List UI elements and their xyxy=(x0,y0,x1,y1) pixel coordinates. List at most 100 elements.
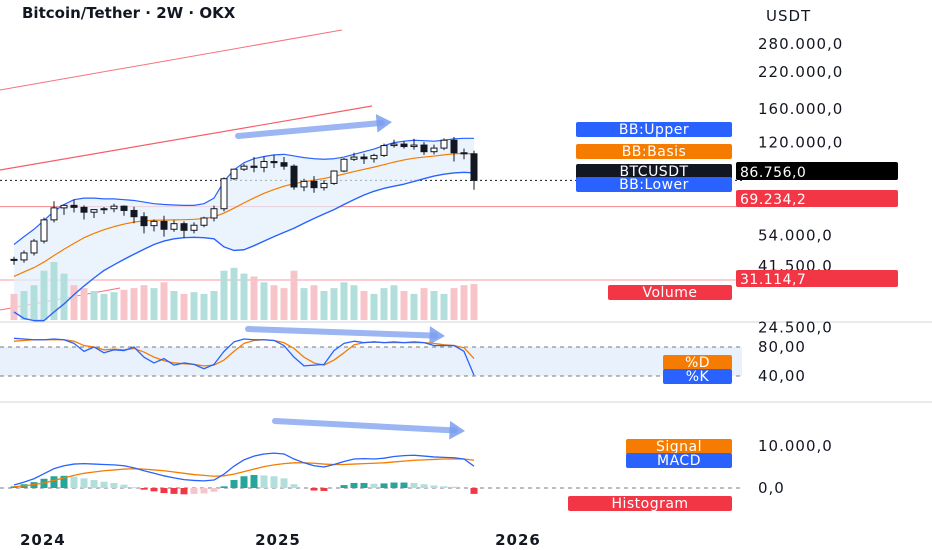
volume-bar xyxy=(60,273,68,320)
price-axis-tick: 160.000,0 xyxy=(758,100,843,118)
volume-bar xyxy=(270,285,278,320)
histogram-bar xyxy=(470,488,478,494)
histogram-bar xyxy=(10,486,18,488)
histogram-bar xyxy=(370,483,378,488)
candle-body xyxy=(170,223,178,230)
volume-bar xyxy=(360,291,368,320)
divergence-arrow-stochastic xyxy=(245,326,445,345)
tag-level-volume-label: 31.114,7 xyxy=(740,272,806,288)
time-axis-tick: 2026 xyxy=(495,531,541,549)
price-axis-tick: 220.000,0 xyxy=(758,63,843,81)
trend-line-upper xyxy=(0,29,343,91)
histogram-bar xyxy=(450,486,458,488)
divergence-arrow-macd-shaft xyxy=(272,418,458,434)
stochastic-axis-tick: 80,00 xyxy=(758,338,806,356)
candle-body xyxy=(120,205,128,211)
volume-bar xyxy=(370,293,378,320)
bb-basis-line xyxy=(13,152,475,278)
time-axis-tick: 2024 xyxy=(20,531,66,549)
histogram-bar xyxy=(200,488,208,494)
volume-bar xyxy=(400,291,408,320)
histogram-bar xyxy=(220,486,228,488)
candle-body xyxy=(370,154,378,160)
volume-bar xyxy=(140,285,148,320)
macd-axis-tick: 10.000,0 xyxy=(758,437,833,455)
candle-body xyxy=(150,220,158,227)
histogram-bar xyxy=(410,482,418,488)
volume-bar xyxy=(200,293,208,320)
tag-level-volume-bg xyxy=(736,270,898,287)
candle-body xyxy=(420,144,428,153)
candle-body xyxy=(220,178,228,210)
tag-symbol-label: BTCUSDT xyxy=(619,164,688,180)
volume-bar xyxy=(260,282,268,320)
tag-histogram-bg xyxy=(568,496,732,511)
volume-bar xyxy=(350,285,358,320)
stochastic-band xyxy=(0,347,742,376)
candle-body xyxy=(470,153,478,181)
volume-bar xyxy=(300,288,308,320)
candle-body xyxy=(190,224,198,231)
histogram-bar xyxy=(140,488,148,490)
candle-body xyxy=(330,170,338,184)
volume-bar xyxy=(20,291,28,320)
histogram-bar xyxy=(110,482,118,488)
candle-body xyxy=(260,161,268,168)
candle-body xyxy=(50,207,58,221)
tag-stochastic-d-bg xyxy=(663,355,732,370)
histogram-bar xyxy=(380,483,388,488)
tag-macd: MACD xyxy=(626,453,732,469)
histogram-bar xyxy=(360,482,368,488)
volume-bar xyxy=(330,288,338,320)
divergence-arrow-price xyxy=(235,114,392,139)
candle-body xyxy=(200,217,208,226)
candle-body xyxy=(270,161,278,164)
histogram-bar xyxy=(160,488,168,494)
volume-bar xyxy=(280,288,288,320)
volume-bar xyxy=(90,291,98,320)
tag-signal-bg xyxy=(626,439,732,454)
tag-last-price-label: 86.756,0 xyxy=(740,165,806,181)
histogram-bar xyxy=(340,485,348,488)
candle-body xyxy=(140,216,148,227)
tag-symbol: BTCUSDT xyxy=(576,164,732,180)
stochastic-axis-tick: 40,00 xyxy=(758,367,806,385)
tag-macd-label: MACD xyxy=(657,453,701,469)
volume-bar xyxy=(30,285,38,320)
histogram-bar xyxy=(280,478,288,488)
currency-label: USDT xyxy=(766,7,811,25)
volume-bar xyxy=(390,285,398,320)
volume-bar xyxy=(190,292,198,320)
tag-stochastic-k-label: %K xyxy=(686,369,710,385)
volume-bar xyxy=(80,288,88,320)
chart-title: Bitcoin/Tether · 2W · OKX xyxy=(22,4,236,22)
bb-lower-line xyxy=(13,171,475,322)
volume-bar xyxy=(410,293,418,320)
tag-bb-basis: BB:Basis xyxy=(576,144,732,160)
volume-bar xyxy=(120,289,128,320)
histogram-bar xyxy=(60,475,68,488)
tag-bb-upper: BB:Upper xyxy=(576,122,732,138)
time-axis-tick: 2025 xyxy=(255,531,301,549)
divergence-arrow-stochastic-head xyxy=(429,326,445,345)
macd-axis-tick: 0,0 xyxy=(758,479,785,497)
candle-body xyxy=(450,139,458,154)
volume-bar xyxy=(130,288,138,320)
tag-stochastic-k: %K xyxy=(663,369,732,385)
tag-bb-upper-bg xyxy=(576,122,732,137)
histogram-bar xyxy=(390,482,398,488)
volume-bar xyxy=(460,285,468,320)
tag-symbol-bg xyxy=(576,164,732,179)
volume-bar xyxy=(380,288,388,320)
volume-bar xyxy=(470,284,478,320)
volume-bar xyxy=(10,293,18,320)
tag-bb-basis-label: BB:Basis xyxy=(622,144,687,160)
candle-body xyxy=(360,156,368,160)
candle-body xyxy=(400,143,408,148)
candle-body xyxy=(20,252,28,261)
price-axis-tick: 24.500,0 xyxy=(758,319,833,337)
divergence-arrow-stochastic-shaft xyxy=(245,326,438,339)
tag-bb-lower-bg xyxy=(576,177,732,192)
candle-body xyxy=(40,219,48,242)
